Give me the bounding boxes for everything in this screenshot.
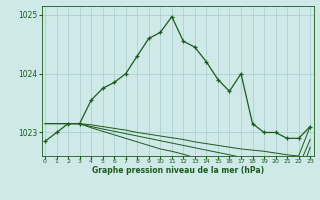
- X-axis label: Graphe pression niveau de la mer (hPa): Graphe pression niveau de la mer (hPa): [92, 166, 264, 175]
